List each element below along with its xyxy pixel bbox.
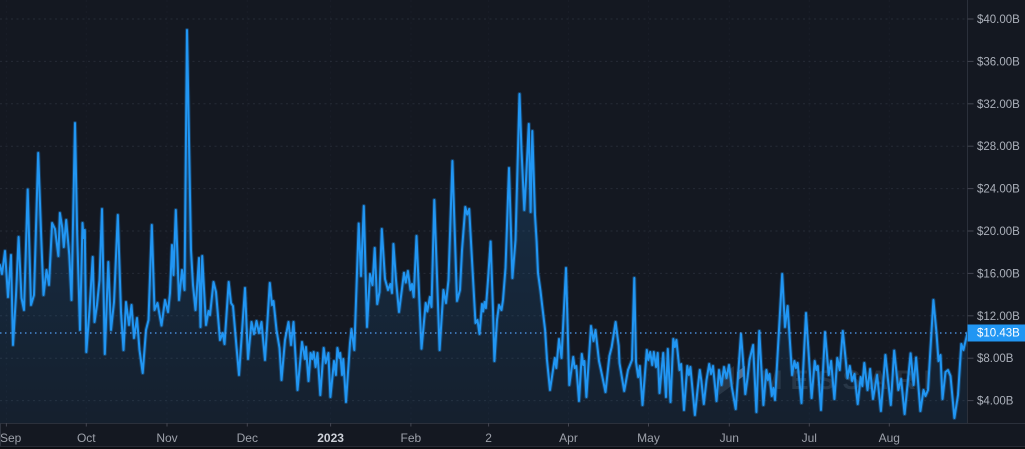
svg-text:Jul: Jul [802, 431, 817, 445]
svg-text:$8.00B: $8.00B [977, 353, 1014, 365]
svg-text:$12.00B: $12.00B [977, 311, 1020, 323]
svg-text:Feb: Feb [401, 431, 422, 445]
svg-text:Nov: Nov [156, 431, 177, 445]
svg-text:$40.00B: $40.00B [977, 14, 1020, 26]
svg-text:$4.00B: $4.00B [977, 396, 1014, 408]
svg-text:$10.43B: $10.43B [977, 328, 1020, 340]
svg-text:$16.00B: $16.00B [977, 268, 1020, 280]
svg-text:Dec: Dec [237, 431, 258, 445]
svg-text:Oct: Oct [77, 431, 96, 445]
svg-text:$20.00B: $20.00B [977, 226, 1020, 238]
svg-text:Sep: Sep [0, 431, 22, 445]
svg-text:2: 2 [485, 431, 492, 445]
svg-text:2023: 2023 [317, 431, 344, 445]
svg-text:$24.00B: $24.00B [977, 184, 1020, 196]
svg-text:$36.00B: $36.00B [977, 56, 1020, 68]
svg-text:Apr: Apr [559, 431, 578, 445]
svg-text:May: May [637, 431, 660, 445]
svg-text:$32.00B: $32.00B [977, 99, 1020, 111]
svg-text:$28.00B: $28.00B [977, 141, 1020, 153]
svg-text:Aug: Aug [879, 431, 900, 445]
svg-text:Jun: Jun [720, 431, 739, 445]
